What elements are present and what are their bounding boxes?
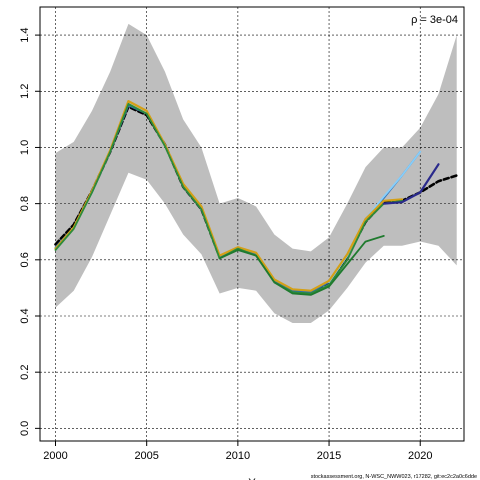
y-tick-label-0.2: 0.2 (19, 365, 31, 380)
confidence-band-layer (55, 23, 457, 324)
y-tick-label-0.4: 0.4 (19, 308, 31, 323)
y-tick-label-1.4: 1.4 (19, 27, 31, 42)
y-tick-label-0.8: 0.8 (19, 196, 31, 211)
x-tick-label-2000: 2000 (43, 450, 67, 462)
x-tick-label-2005: 2005 (134, 450, 158, 462)
y-tick-label-0: 0.0 (19, 421, 31, 436)
y-tick-label-1: 1.0 (19, 140, 31, 155)
axis-layer: 2000 2005 2010 2015 2020 0.0 0.2 0.4 0.6 0.8 1.0 1.… (19, 27, 432, 462)
rho-annotation: ρ = 3e-04 (411, 14, 458, 26)
grid-layer (40, 7, 464, 441)
y-tick-label-1.2: 1.2 (19, 84, 31, 99)
plot-frame (39, 6, 465, 442)
series-line-6 (218, 235, 385, 296)
confidence-band (55, 23, 457, 324)
series-layer (54, 100, 458, 296)
y-tick-label-0.6: 0.6 (19, 252, 31, 267)
x-axis-label: Y (248, 477, 256, 480)
source-caption: stockassessment.org, N-WSC_NWW023, r1728… (311, 474, 477, 480)
x-tick-label-2020: 2020 (408, 450, 432, 462)
series-line-7 (382, 163, 440, 205)
x-tick-label-2010: 2010 (226, 450, 250, 462)
x-tick-label-2015: 2015 (317, 450, 341, 462)
